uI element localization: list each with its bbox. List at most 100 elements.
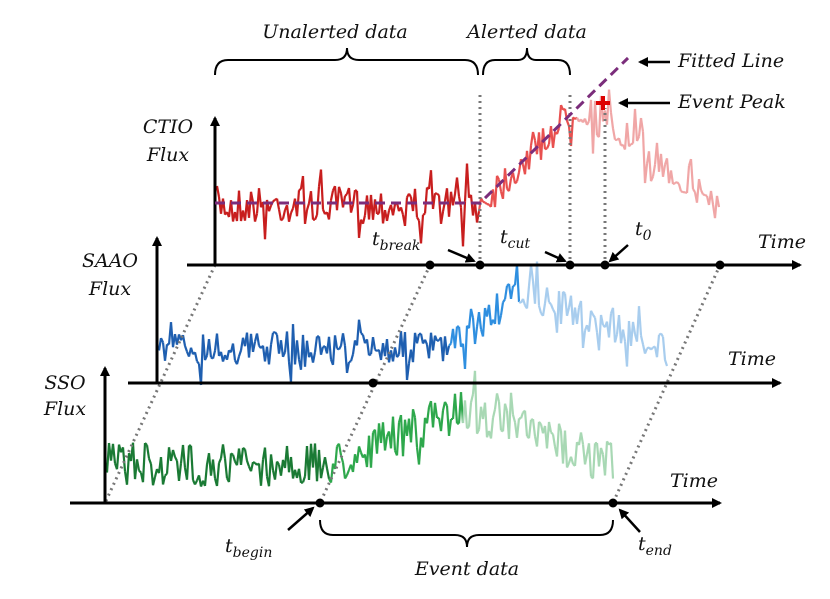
- flux-trace: [503, 168, 509, 189]
- flux-trace: [661, 336, 667, 360]
- flux-trace: [557, 423, 563, 432]
- flux-trace: [281, 351, 287, 358]
- label: Fitted Line: [677, 50, 784, 72]
- brace: [319, 519, 614, 548]
- flux-trace: [223, 458, 229, 479]
- flux-trace: [351, 340, 357, 355]
- flux-trace: [550, 431, 554, 436]
- flux-trace: [251, 202, 257, 222]
- flux-trace: [484, 201, 488, 205]
- flux-trace: [511, 414, 517, 423]
- flux-trace: [281, 209, 287, 220]
- flux-trace: [502, 298, 506, 303]
- flux-trace: [413, 417, 419, 448]
- flux-trace: [680, 190, 684, 194]
- flux-trace: [254, 462, 258, 466]
- flux-trace: [349, 204, 355, 213]
- axis-label: Time: [670, 470, 718, 492]
- flux-trace: [371, 336, 377, 350]
- flux-trace: [361, 214, 367, 224]
- flux-trace: [493, 175, 499, 208]
- flux-trace: [466, 425, 470, 430]
- flux-trace: [341, 333, 347, 346]
- flux-trace: [355, 446, 361, 463]
- flux-trace: [465, 163, 471, 198]
- flux-trace: [463, 325, 469, 369]
- flux-trace: [157, 337, 163, 351]
- flux-trace: [194, 480, 198, 486]
- flux-trace: [514, 180, 518, 185]
- flux-trace: [650, 346, 654, 351]
- flux-trace: [369, 432, 375, 468]
- flux-trace: [349, 353, 355, 362]
- flux-trace: [344, 193, 348, 197]
- flux-trace: [311, 351, 317, 363]
- flux-trace: [247, 191, 253, 218]
- panel-name: SSO: [44, 372, 86, 394]
- flux-trace: [689, 159, 695, 190]
- flux-trace: [523, 410, 529, 437]
- arrow: [544, 250, 567, 263]
- flux-trace: [628, 143, 632, 148]
- flux-trace: [351, 190, 357, 205]
- flux-trace: [501, 403, 507, 432]
- flux-trace: [203, 355, 209, 361]
- flux-trace: [345, 469, 351, 476]
- flux-trace: [343, 345, 349, 373]
- flux-trace: [174, 456, 178, 462]
- flux-trace: [495, 393, 501, 403]
- flux-trace: [538, 421, 542, 425]
- flux-trace: [477, 311, 483, 330]
- flux-trace: [437, 195, 443, 224]
- flux-trace: [189, 445, 195, 481]
- point: [600, 260, 610, 270]
- flux-trace: [692, 188, 696, 193]
- arrow: [618, 508, 641, 533]
- point: [368, 378, 378, 388]
- flux-trace: [289, 456, 295, 479]
- flux-trace: [603, 441, 609, 476]
- flux-trace: [609, 112, 615, 129]
- panel-name: Flux: [146, 144, 189, 166]
- flux-trace: [333, 446, 339, 470]
- flux-trace: [161, 475, 167, 485]
- flux-trace: [193, 351, 199, 362]
- flux-trace: [444, 401, 448, 407]
- flux-trace: [183, 345, 189, 353]
- flux-trace: [357, 446, 363, 453]
- flux-trace: [301, 175, 307, 224]
- flux-trace: [475, 210, 481, 223]
- flux-trace: [416, 216, 420, 222]
- flux-trace: [563, 430, 569, 468]
- flux-trace: [546, 143, 550, 149]
- flux-trace: [599, 314, 605, 326]
- flux-trace: [473, 370, 479, 434]
- sub: 0: [643, 228, 652, 244]
- flux-trace: [269, 332, 275, 345]
- flux-trace: [496, 175, 500, 181]
- flux-trace: [651, 164, 657, 177]
- flux-trace: [453, 326, 459, 349]
- flux-trace: [587, 443, 593, 477]
- flux-trace: [527, 419, 533, 439]
- flux-trace: [617, 137, 623, 146]
- flux-trace: [405, 363, 411, 381]
- flux-trace: [403, 332, 409, 381]
- flux-trace: [231, 343, 237, 361]
- flux-trace: [581, 330, 587, 349]
- flux-trace: [185, 445, 191, 480]
- flux-trace: [544, 147, 548, 151]
- flux-trace: [555, 127, 561, 135]
- flux-trace: [487, 304, 493, 326]
- flux-trace: [163, 344, 169, 361]
- flux-trace: [289, 207, 295, 214]
- flux-trace: [569, 117, 575, 147]
- flux-trace: [519, 412, 525, 419]
- label: Event data: [414, 558, 519, 580]
- flux-trace: [141, 442, 147, 483]
- flux-trace: [469, 308, 475, 319]
- t: t: [638, 533, 646, 555]
- flux-trace: [431, 193, 437, 210]
- brace: [214, 47, 479, 76]
